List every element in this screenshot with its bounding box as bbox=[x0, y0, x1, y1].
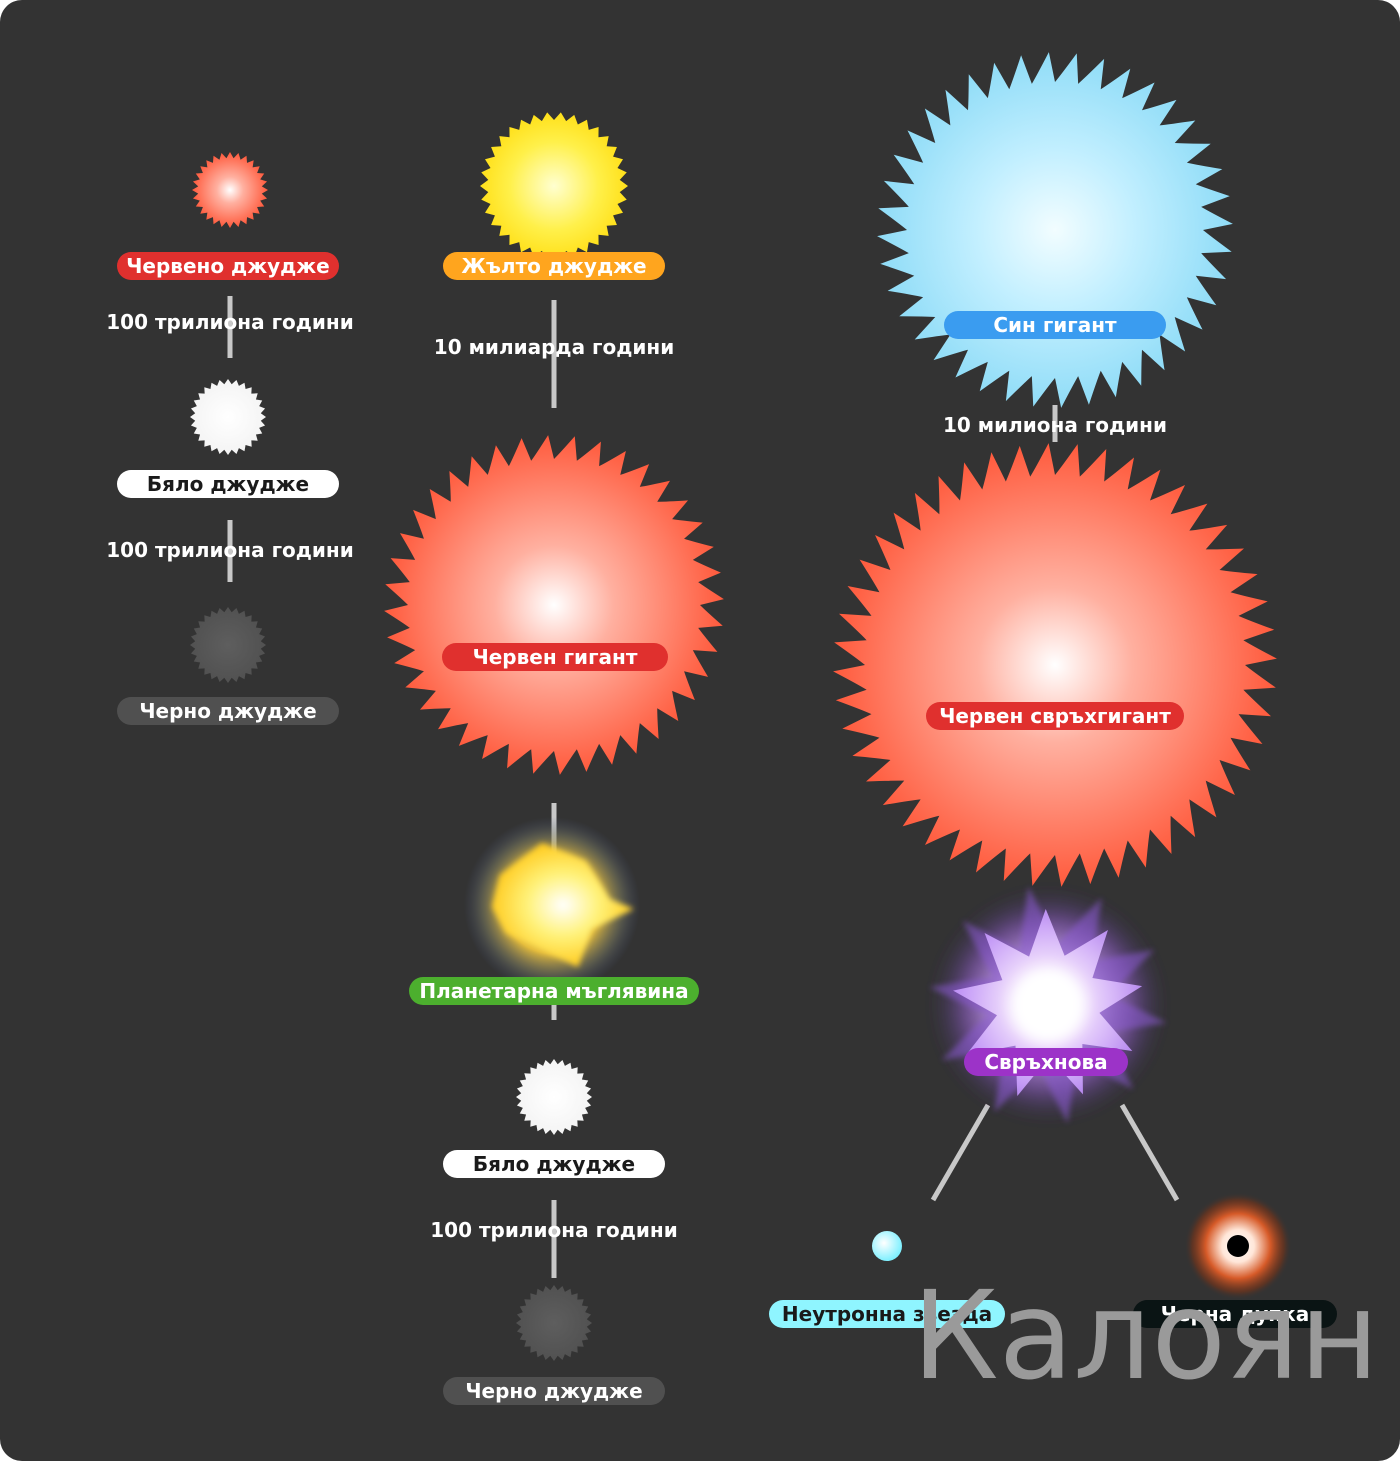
black-hole-center bbox=[1227, 1235, 1249, 1257]
supernova-label: Свръхнова bbox=[964, 1048, 1128, 1076]
red-dwarf-star-body bbox=[192, 152, 268, 228]
red-supergiant-label-pill bbox=[926, 702, 1184, 730]
white-dwarf-1-label: Бяло джудже bbox=[117, 470, 339, 498]
red-dwarf-label-text: Червено джудже bbox=[126, 254, 330, 278]
red-giant-label-text: Червен гигант bbox=[473, 645, 638, 669]
planetary-nebula-label-text: Планетарна мъглявина bbox=[419, 979, 688, 1003]
dur-white-dwarf-2-text: 100 трилиона години bbox=[430, 1218, 678, 1242]
white-dwarf-1-star bbox=[190, 379, 266, 455]
black-dwarf-2-label: Черно джудже bbox=[443, 1377, 665, 1405]
white-dwarf-2-label: Бяло джудже bbox=[443, 1150, 665, 1178]
supernova-core bbox=[1010, 967, 1086, 1043]
white-dwarf-2-label-text: Бяло джудже bbox=[473, 1152, 635, 1176]
white-dwarf-1-label-pill bbox=[117, 470, 339, 498]
supernova-label-pill bbox=[964, 1048, 1128, 1076]
neutron-star-label-text: Неутронна звезда bbox=[782, 1302, 992, 1326]
red-supergiant-label-text: Червен свръхгигант bbox=[939, 704, 1171, 728]
black-dwarf-1-star-body bbox=[190, 607, 266, 683]
planetary-nebula-star bbox=[464, 817, 640, 993]
nebula-core bbox=[492, 843, 634, 967]
white-dwarf-1-label-text: Бяло джудже bbox=[147, 472, 309, 496]
blue-giant-label-pill bbox=[944, 311, 1166, 339]
red-dwarf-label-pill bbox=[117, 252, 339, 280]
white-dwarf-1-star-body bbox=[190, 379, 266, 455]
black-dwarf-2-star bbox=[516, 1285, 592, 1361]
yellow-dwarf-label: Жълто джудже bbox=[443, 252, 665, 280]
black-hole-star bbox=[1184, 1192, 1292, 1300]
watermark: Калоян bbox=[912, 1265, 1379, 1407]
red-giant-star bbox=[384, 435, 724, 775]
connector-supernova-neutron bbox=[930, 1103, 991, 1202]
black-dwarf-1-label: Черно джудже bbox=[117, 697, 339, 725]
blue-giant-label-text: Син гигант bbox=[993, 313, 1117, 337]
dur-red-dwarf-text: 100 трилиона години bbox=[106, 310, 354, 334]
red-giant-label: Червен гигант bbox=[442, 643, 668, 671]
black-dwarf-1-star bbox=[190, 607, 266, 683]
red-giant-label-pill bbox=[442, 643, 668, 671]
red-supergiant-label: Червен свръхгигант bbox=[926, 702, 1184, 730]
black-dwarf-2-label-pill bbox=[443, 1377, 665, 1405]
white-dwarf-2-star-body bbox=[516, 1059, 592, 1135]
supernova-star bbox=[929, 886, 1167, 1124]
black-dwarf-2-label-text: Черно джудже bbox=[465, 1379, 642, 1403]
red-supergiant-star-body bbox=[833, 443, 1277, 887]
red-dwarf-label: Червено джудже bbox=[117, 252, 339, 280]
yellow-dwarf-label-text: Жълто джудже bbox=[461, 254, 646, 278]
neutron-star-label: Неутронна звезда bbox=[769, 1300, 1005, 1328]
connector-supernova-hole bbox=[1119, 1103, 1180, 1202]
black-hole-label-text: Черна дупка bbox=[1161, 1302, 1309, 1326]
yellow-dwarf-star bbox=[480, 112, 628, 260]
neutron-star-label-pill bbox=[769, 1300, 1005, 1328]
white-dwarf-2-label-pill bbox=[443, 1150, 665, 1178]
planetary-nebula-label-pill bbox=[409, 977, 699, 1005]
red-dwarf-star bbox=[192, 152, 268, 228]
black-dwarf-1-label-pill bbox=[117, 697, 339, 725]
neutron-star-star bbox=[872, 1231, 902, 1261]
supernova-label-text: Свръхнова bbox=[984, 1050, 1107, 1074]
connectors bbox=[227, 296, 1180, 1278]
red-supergiant-star bbox=[833, 443, 1277, 887]
white-dwarf-2-star bbox=[516, 1059, 592, 1135]
red-giant-star-body bbox=[384, 435, 724, 775]
dur-white-dwarf-1-text: 100 трилиона години bbox=[106, 538, 354, 562]
black-dwarf-2-star-body bbox=[516, 1285, 592, 1361]
black-dwarf-1-label-text: Черно джудже bbox=[139, 699, 316, 723]
blue-giant-label: Син гигант bbox=[944, 311, 1166, 339]
yellow-dwarf-star-body bbox=[480, 112, 628, 260]
yellow-dwarf-label-pill bbox=[443, 252, 665, 280]
dur-blue-giant-text: 10 милиона години bbox=[943, 413, 1167, 437]
planetary-nebula-label: Планетарна мъглявина bbox=[409, 977, 699, 1005]
dur-yellow-dwarf-text: 10 милиарда години bbox=[434, 335, 674, 359]
black-hole-label-pill bbox=[1133, 1300, 1337, 1328]
black-hole-label: Черна дупка bbox=[1133, 1300, 1337, 1328]
neutron-star-body bbox=[872, 1231, 902, 1261]
